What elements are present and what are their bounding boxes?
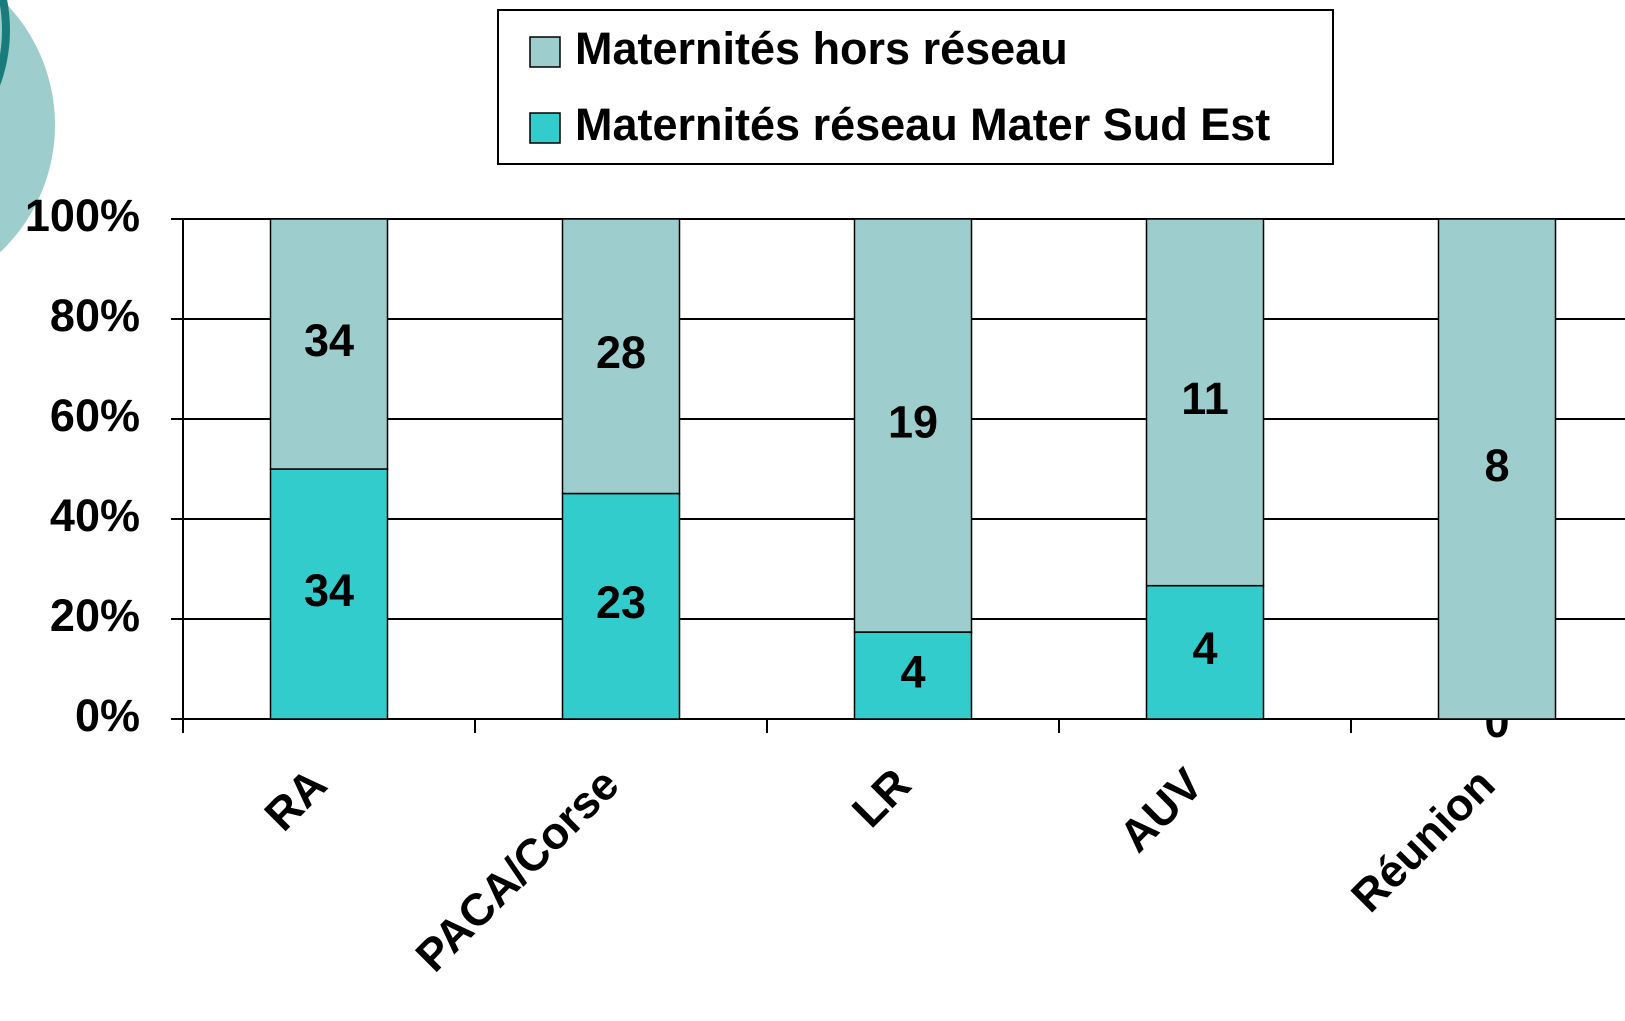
value-label: 11: [1181, 373, 1229, 424]
bar-segment: [853, 631, 973, 720]
x-tick-label: PACA/Corse: [406, 758, 629, 981]
bar-segment: [269, 218, 389, 470]
value-label: 8: [1484, 440, 1509, 491]
bar-segment: [561, 492, 681, 720]
bar-segment: [1145, 218, 1265, 587]
value-label: 34: [304, 565, 354, 616]
value-label: 34: [304, 315, 354, 366]
x-tick-label: Réunion: [1341, 758, 1504, 921]
value-label: 23: [596, 577, 646, 628]
value-label: 4: [900, 646, 925, 697]
y-tick-label: 60%: [50, 390, 140, 441]
bar-segment: [561, 218, 681, 495]
y-tick-label: 0%: [75, 690, 140, 741]
legend-swatch: [529, 36, 561, 68]
decor-circle: [0, 0, 55, 253]
bar-segment: [269, 468, 389, 720]
y-tick-label: 80%: [50, 290, 140, 341]
value-label: 4: [1192, 623, 1217, 674]
value-label: 28: [596, 327, 646, 378]
legend-label: Maternités hors réseau: [575, 23, 1068, 74]
x-tick-label: AUV: [1109, 758, 1212, 861]
bar-segment: [1437, 218, 1557, 720]
bar-segment: [853, 218, 973, 633]
value-label: 19: [888, 396, 938, 447]
plot: 0% 20% 40% 60% 80% 100% 34 34 RA 23 28 PACA/Corse 4 1…: [25, 190, 1625, 981]
decor-circle-dark: [0, 0, 10, 86]
x-tick-label: RA: [254, 758, 336, 840]
y-tick-label: 40%: [50, 490, 140, 541]
decor-circle-inner: [0, 5, 2, 55]
y-tick-label: 20%: [50, 590, 140, 641]
legend-swatch: [529, 112, 561, 144]
legend-box: [497, 9, 1334, 165]
y-tick-label: 100%: [25, 190, 140, 241]
bar-segment: [1145, 584, 1265, 720]
legend-label: Maternités réseau Mater Sud Est: [575, 99, 1270, 150]
x-tick-label: LR: [842, 758, 920, 836]
